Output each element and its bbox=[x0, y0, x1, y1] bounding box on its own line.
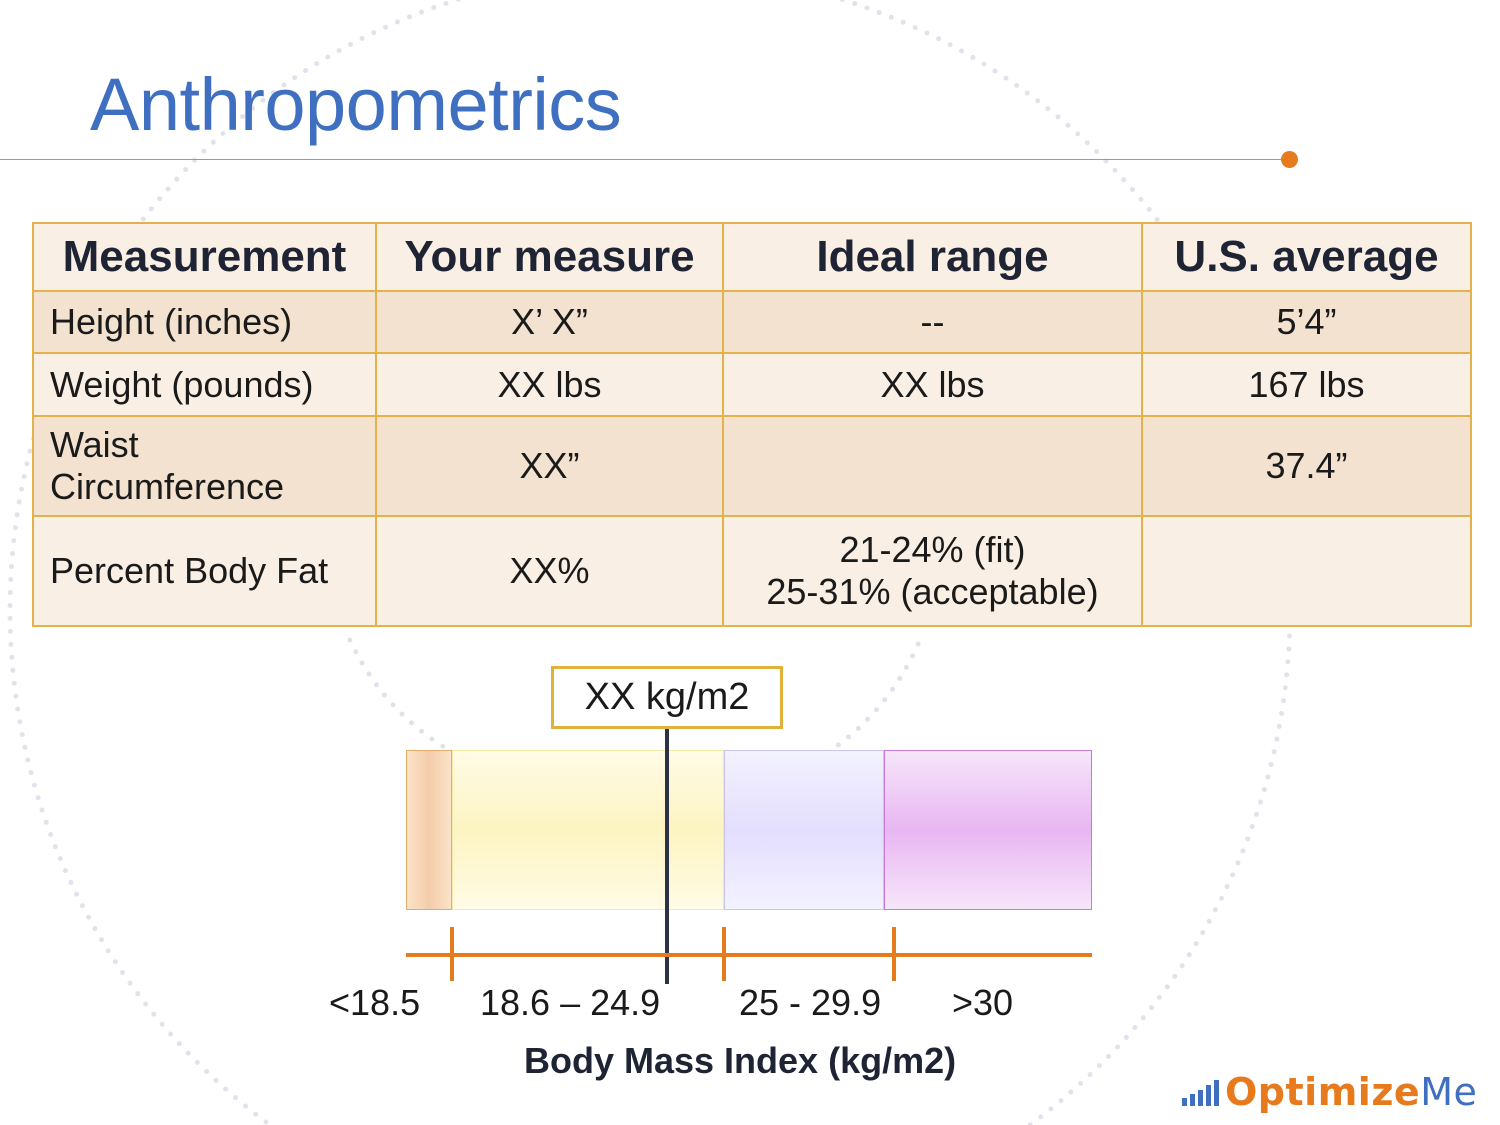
table-row-waist: Waist Circumference XX” 37.4” bbox=[32, 415, 1472, 517]
bmi-marker-line bbox=[665, 728, 669, 984]
cell-ideal-range: 21-24% (fit) 25-31% (acceptable) bbox=[722, 515, 1143, 627]
bmi-segment-obese bbox=[884, 750, 1092, 910]
cell-measurement: Percent Body Fat bbox=[32, 515, 377, 627]
cell-measurement: Weight (pounds) bbox=[32, 352, 377, 417]
bmi-range-label: 25 - 29.9 bbox=[739, 982, 882, 1023]
cell-ideal-range: -- bbox=[722, 290, 1143, 354]
bmi-segment-underweight bbox=[406, 750, 452, 910]
anthropometrics-table: Measurement Your measure Ideal range U.S… bbox=[32, 222, 1472, 627]
cell-your-measure: XX” bbox=[375, 415, 724, 517]
cell-measurement: Height (inches) bbox=[32, 290, 377, 354]
title-divider bbox=[0, 159, 1290, 160]
cell-ideal-range: XX lbs bbox=[722, 352, 1143, 417]
bmi-range-label: >30 bbox=[952, 982, 1014, 1023]
bmi-axis-title: Body Mass Index (kg/m2) bbox=[524, 1040, 957, 1081]
bmi-value-box: XX kg/m2 bbox=[551, 666, 783, 729]
table-row-body-fat: Percent Body Fat XX% 21-24% (fit) 25-31%… bbox=[32, 515, 1472, 627]
bmi-segment-overweight bbox=[724, 750, 884, 910]
header-ideal-range: Ideal range bbox=[722, 222, 1143, 292]
cell-us-average: 167 lbs bbox=[1141, 352, 1472, 417]
cell-your-measure: XX lbs bbox=[375, 352, 724, 417]
title-divider-dot bbox=[1281, 151, 1298, 168]
cell-your-measure: XX% bbox=[375, 515, 724, 627]
signal-bars-icon bbox=[1182, 1080, 1219, 1106]
cell-us-average: 5’4” bbox=[1141, 290, 1472, 354]
cell-ideal-range bbox=[722, 415, 1143, 517]
cell-measurement: Waist Circumference bbox=[32, 415, 377, 517]
optimizeme-logo: OptimizeMe bbox=[1182, 1068, 1477, 1114]
bmi-range-label: <18.5 bbox=[329, 982, 421, 1023]
cell-your-measure: X’ X” bbox=[375, 290, 724, 354]
bmi-axis-line bbox=[406, 953, 1092, 957]
header-your-measure: Your measure bbox=[375, 222, 724, 292]
header-us-average: U.S. average bbox=[1141, 222, 1472, 292]
bmi-axis-tick bbox=[722, 927, 726, 981]
header-measurement: Measurement bbox=[32, 222, 377, 292]
table-row-weight: Weight (pounds) XX lbs XX lbs 167 lbs bbox=[32, 352, 1472, 417]
table-row-height: Height (inches) X’ X” -- 5’4” bbox=[32, 290, 1472, 354]
cell-us-average: 37.4” bbox=[1141, 415, 1472, 517]
logo-wordmark: OptimizeMe bbox=[1225, 1070, 1478, 1114]
cell-us-average bbox=[1141, 515, 1472, 627]
bmi-segment-normal bbox=[452, 750, 724, 910]
bmi-axis-tick bbox=[450, 927, 454, 981]
page-title: Anthropometrics bbox=[90, 63, 622, 146]
table-header-row: Measurement Your measure Ideal range U.S… bbox=[32, 222, 1472, 292]
bmi-range-label: 18.6 – 24.9 bbox=[480, 982, 661, 1023]
bmi-axis-tick bbox=[892, 927, 896, 981]
